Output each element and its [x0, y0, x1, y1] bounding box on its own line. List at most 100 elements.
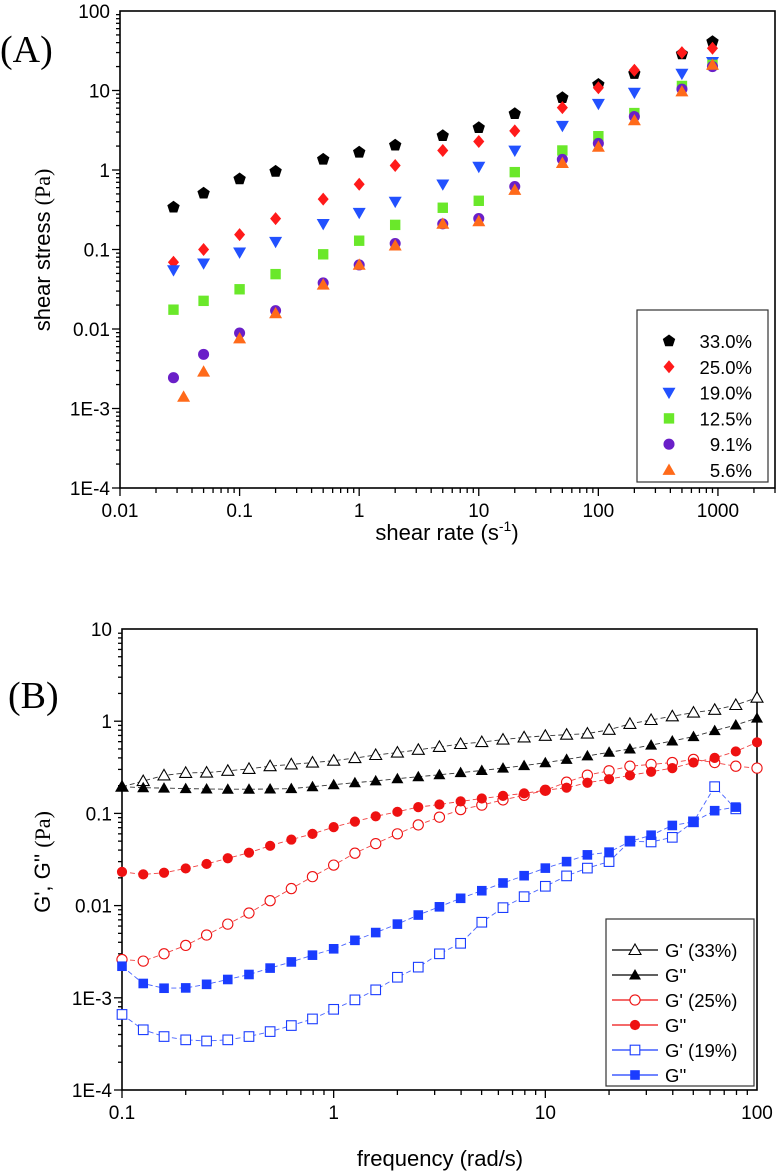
data-point: [158, 1031, 170, 1042]
legend-entry: 9.1%: [663, 434, 752, 455]
panel-b-label: (B): [8, 675, 59, 717]
series-g--3: [116, 737, 763, 880]
data-point: [627, 114, 641, 126]
data-point: [389, 159, 401, 172]
data-point: [391, 828, 404, 840]
data-point: [234, 284, 245, 295]
legend-entry: G' (25%): [612, 990, 737, 1011]
data-point: [265, 840, 276, 851]
data-point: [561, 782, 572, 793]
data-point: [622, 716, 637, 729]
legend-entry: G' (33%): [612, 940, 737, 961]
data-point: [666, 831, 678, 843]
data-point: [349, 816, 361, 827]
y-tick-label: 1: [99, 161, 110, 182]
data-point: [265, 963, 275, 973]
data-point: [353, 235, 365, 246]
data-point: [198, 295, 209, 307]
legend-marker: [663, 360, 675, 374]
legend-label: 5.6%: [710, 460, 752, 481]
legend-entry: 19.0%: [662, 383, 752, 404]
x-tick-label: 0.01: [102, 501, 139, 522]
data-point: [602, 722, 617, 735]
legend-marker: [663, 438, 675, 450]
data-point: [437, 202, 448, 213]
data-point: [455, 937, 466, 949]
data-point: [454, 766, 467, 778]
data-point: [306, 780, 319, 792]
series-25-0--1: [167, 41, 718, 269]
y-tick-label: 1E-3: [72, 989, 112, 1010]
legend-marker: [629, 994, 641, 1006]
data-point: [159, 983, 169, 994]
data-point: [222, 918, 234, 930]
y-axis-title-text: G', G'': [30, 848, 55, 913]
data-point: [666, 735, 679, 746]
data-point: [327, 778, 340, 790]
data-point: [347, 750, 362, 764]
data-point: [233, 247, 247, 259]
data-point: [328, 822, 339, 833]
data-point: [580, 726, 595, 739]
series-g-25--2: [116, 753, 763, 967]
data-point: [413, 910, 424, 920]
data-point: [263, 759, 278, 772]
y-tick-label: 1E-4: [70, 479, 111, 500]
data-point: [603, 774, 615, 785]
y-tick-label: 1E-3: [70, 400, 110, 421]
data-point: [284, 757, 299, 770]
data-point: [233, 172, 246, 185]
data-point: [728, 697, 743, 711]
data-point: [349, 994, 361, 1006]
y-axis-title-text: shear stress: [30, 205, 55, 331]
data-point: [517, 730, 532, 743]
data-point: [200, 783, 213, 794]
data-point: [581, 749, 594, 761]
legend-entry: G' (19%): [612, 1040, 737, 1061]
legend-label: 25.0%: [700, 357, 752, 378]
data-point: [436, 217, 450, 229]
data-point: [326, 753, 341, 766]
data-point: [687, 730, 700, 742]
data-point: [455, 893, 466, 904]
data-point: [508, 183, 522, 195]
data-point: [667, 820, 678, 831]
x-tick-label: 100: [583, 501, 615, 522]
data-point: [412, 961, 424, 973]
legend-label: G' (25%): [665, 990, 737, 1011]
data-point: [708, 724, 721, 736]
data-point: [117, 961, 127, 972]
data-point: [453, 736, 468, 750]
y-tick-label: 10: [89, 82, 110, 103]
legend-entry: G'': [612, 965, 686, 986]
legend-marker: [630, 1070, 640, 1080]
plot-frame: [121, 628, 758, 1091]
data-point: [137, 781, 150, 793]
legend-label: 12.5%: [700, 408, 752, 429]
y-tick-label: 1E-4: [72, 1081, 113, 1102]
data-point: [624, 760, 636, 772]
data-point: [349, 847, 361, 859]
y-axis-title-unit: (Pa): [30, 169, 55, 206]
data-point: [509, 124, 521, 138]
data-point: [561, 856, 572, 867]
data-point: [168, 304, 179, 315]
x-axis-title-text: shear rate (s: [375, 520, 499, 545]
data-point: [556, 91, 569, 103]
data-point: [436, 129, 449, 141]
data-point: [412, 819, 424, 831]
data-point: [706, 58, 719, 70]
data-point: [158, 948, 170, 960]
data-point: [243, 907, 255, 919]
data-point: [434, 902, 445, 912]
data-point: [628, 63, 640, 77]
data-point: [353, 145, 366, 158]
data-point: [388, 196, 402, 209]
data-point: [472, 214, 486, 227]
data-point: [352, 258, 366, 270]
data-point: [138, 869, 149, 880]
data-point: [437, 144, 449, 157]
data-point: [455, 796, 466, 807]
data-point: [561, 870, 572, 882]
